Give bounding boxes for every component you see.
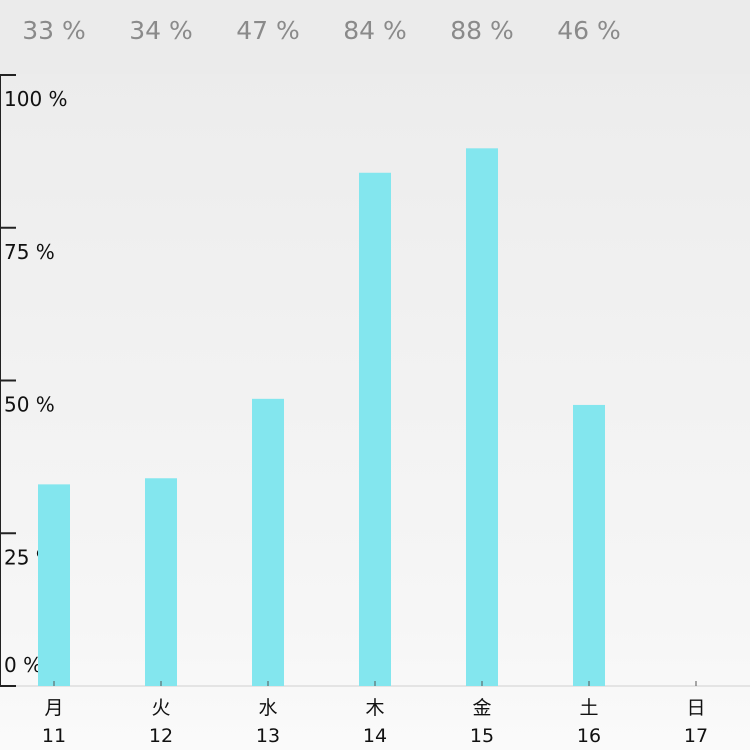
x-date-label-2: 12	[149, 725, 173, 747]
bar-月	[38, 484, 70, 686]
bar-火	[145, 478, 177, 686]
x-tick-label-2: 火	[151, 697, 170, 719]
bar-土	[573, 404, 605, 686]
top-value-3: 47 %	[236, 16, 300, 45]
bar-水	[252, 398, 284, 686]
x-date-label-1: 11	[42, 725, 66, 747]
top-value-6: 46 %	[557, 16, 621, 45]
x-tick-label-6: 土	[579, 697, 598, 719]
x-tick-label-5: 金	[472, 697, 491, 719]
y-tick-label-0: 0 %	[4, 653, 42, 677]
top-value-row: 33 % 34 % 47 % 84 % 88 % 46 %	[0, 0, 750, 74]
y-tick-label-50: 50 %	[4, 393, 55, 417]
top-value-5: 88 %	[450, 16, 514, 45]
top-value-4: 84 %	[343, 16, 407, 45]
x-tick-label-3: 水	[258, 697, 277, 719]
x-tick-label-7: 日	[686, 697, 705, 719]
top-value-2: 34 %	[129, 16, 193, 45]
x-tick-label-4: 木	[365, 697, 384, 719]
top-value-1: 33 %	[22, 16, 86, 45]
y-tick-label-75: 75 %	[4, 240, 55, 264]
top-value-band	[0, 0, 750, 74]
x-date-label-5: 15	[470, 725, 494, 747]
bar-木	[359, 172, 391, 686]
x-date-label-3: 13	[256, 725, 280, 747]
y-tick-label-100: 100 %	[4, 87, 68, 111]
x-date-label-7: 17	[684, 725, 708, 747]
x-date-label-4: 14	[363, 725, 387, 747]
bar-金	[466, 148, 498, 686]
x-tick-label-1: 月	[44, 697, 63, 719]
x-date-label-6: 16	[577, 725, 601, 747]
